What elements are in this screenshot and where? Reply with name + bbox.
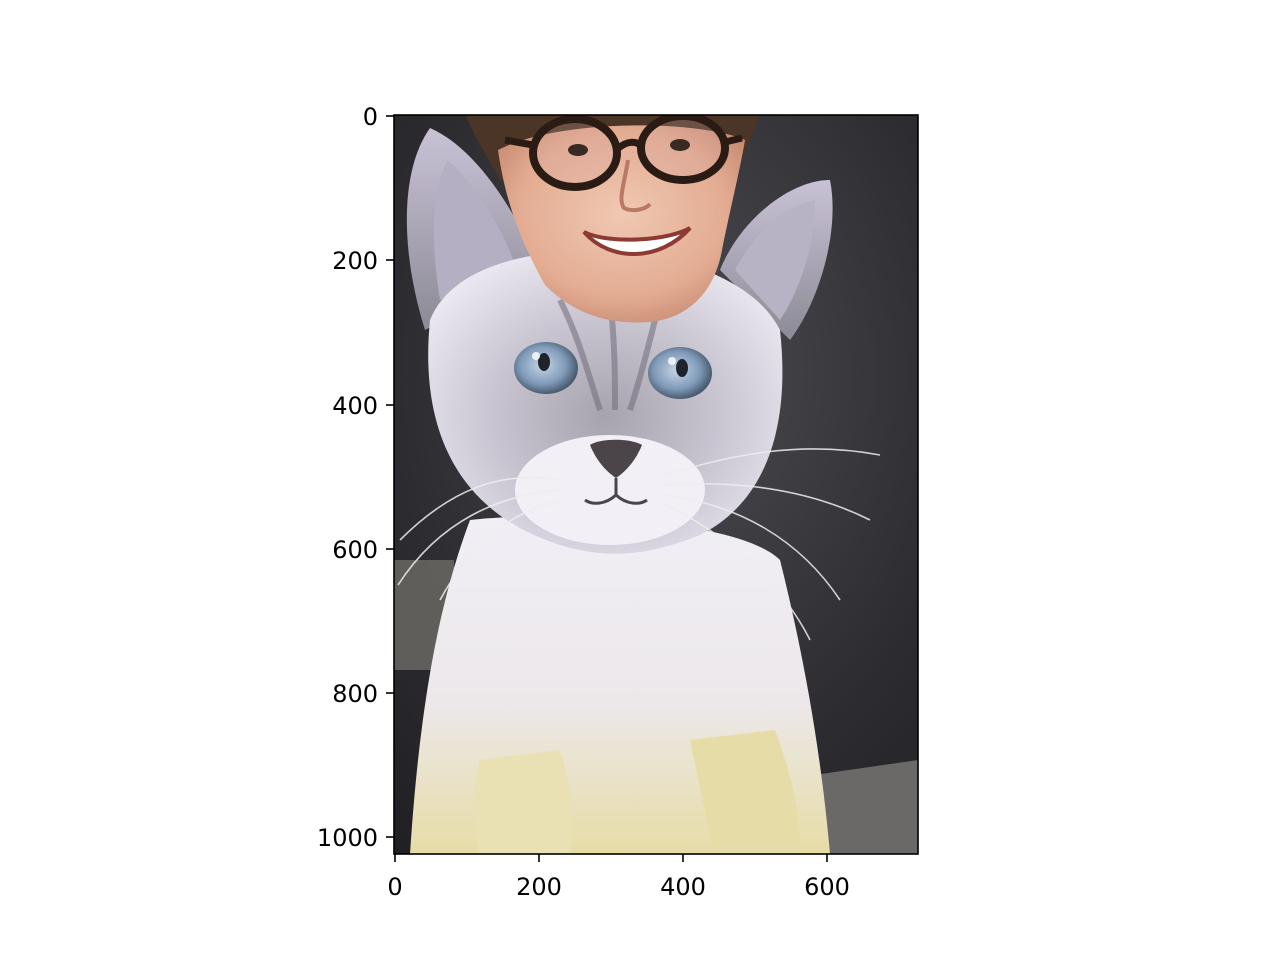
glasses-bridge bbox=[613, 138, 646, 153]
cat-left-eye-highlight bbox=[532, 352, 540, 360]
x-tick-label: 0 bbox=[387, 873, 402, 901]
y-tick-label: 0 bbox=[363, 103, 378, 131]
cat-photo bbox=[394, 115, 918, 854]
x-tick-label: 400 bbox=[660, 873, 706, 901]
cat-right-leg bbox=[690, 730, 800, 854]
x-tick-label: 200 bbox=[516, 873, 562, 901]
y-tick-label: 1000 bbox=[317, 824, 378, 852]
y-tick-label: 600 bbox=[332, 536, 378, 564]
face-left-eye bbox=[568, 144, 588, 156]
glasses-temple-right bbox=[724, 134, 743, 146]
glasses-temple-left bbox=[504, 136, 534, 149]
cat-muzzle bbox=[515, 435, 705, 545]
x-tick-label: 600 bbox=[804, 873, 850, 901]
y-tick-label: 400 bbox=[332, 392, 378, 420]
cat-left-ear-inner bbox=[433, 160, 515, 300]
cat-nose bbox=[590, 439, 642, 478]
x-axis: 0 200 400 600 bbox=[387, 854, 850, 901]
cat-mouth bbox=[584, 478, 648, 505]
cat-right-eye-highlight bbox=[668, 357, 676, 365]
y-tick-label: 800 bbox=[332, 680, 378, 708]
face-right-eye bbox=[670, 139, 690, 151]
cat-left-leg bbox=[474, 750, 572, 854]
axes-frame bbox=[393, 114, 919, 855]
face-cutout bbox=[466, 115, 760, 323]
face-smile bbox=[582, 226, 692, 256]
face-skin bbox=[498, 125, 745, 323]
cat-right-pupil bbox=[676, 359, 688, 377]
cat-whiskers bbox=[397, 448, 881, 641]
face-nose bbox=[619, 159, 652, 213]
y-axis: 0 200 400 600 800 1000 bbox=[317, 103, 394, 852]
cat-right-ear-inner bbox=[735, 200, 815, 320]
cat-left-pupil bbox=[538, 353, 550, 371]
y-tick-label: 200 bbox=[332, 247, 378, 275]
